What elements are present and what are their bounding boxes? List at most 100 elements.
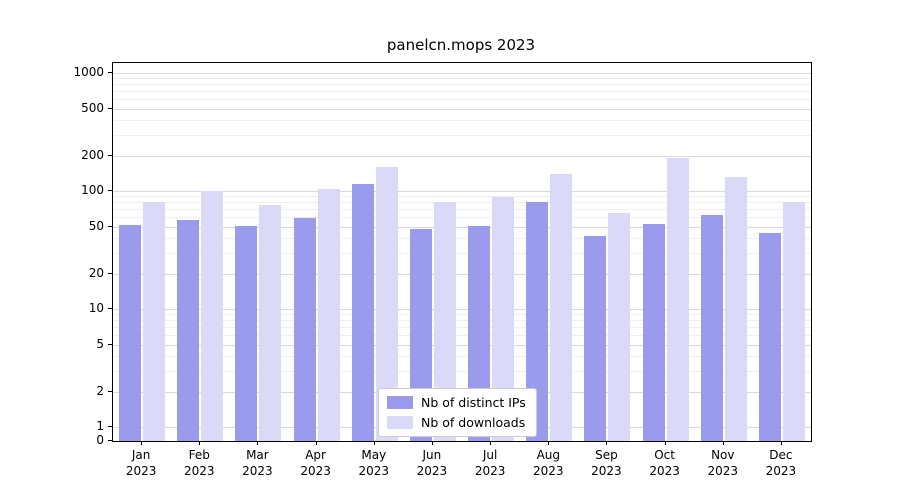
x-tick-label: Oct 2023: [649, 448, 680, 478]
x-tick-mark: [664, 441, 666, 445]
bar-downloads: [433, 202, 456, 441]
gridline-major: [113, 226, 811, 228]
gridline-minor: [113, 335, 811, 337]
y-tick-mark: [108, 107, 112, 109]
gridline-minor: [113, 196, 811, 198]
x-tick-label: May 2023: [358, 448, 390, 478]
y-tick-label: 100: [81, 183, 104, 197]
y-tick-label: 1: [96, 419, 104, 433]
y-tick-label: 1000: [73, 65, 104, 79]
y-tick-label: 500: [81, 100, 104, 115]
bar-distinct-ips: [526, 202, 549, 441]
gridline-major: [113, 73, 811, 74]
x-tick-mark: [722, 441, 724, 445]
gridline-major: [113, 273, 811, 275]
gridline-minor: [113, 320, 811, 322]
x-tick-label: Sep 2023: [591, 448, 622, 478]
gridline-minor: [113, 370, 811, 372]
gridline-minor: [113, 356, 811, 357]
y-tick-label: 200: [81, 147, 104, 162]
gridline-minor: [113, 202, 811, 204]
y-tick-label: 20: [88, 265, 104, 280]
y-tick-label: 2: [96, 383, 104, 398]
bar-downloads: [492, 197, 515, 441]
gridline-major: [113, 309, 811, 310]
x-tick-label: Jul 2023: [474, 448, 506, 478]
x-tick-mark: [315, 441, 317, 445]
y-tick-mark: [108, 308, 112, 309]
legend-item-distinct-ips: Nb of distinct IPs: [387, 395, 526, 410]
gridline-major: [113, 344, 811, 346]
bar-distinct-ips: [293, 218, 316, 441]
x-tick-mark: [606, 441, 608, 445]
bar-distinct-ips: [409, 228, 432, 441]
bar-downloads: [666, 157, 689, 441]
bar-distinct-ips: [758, 233, 781, 441]
bar-downloads: [201, 190, 224, 441]
bar-distinct-ips: [351, 183, 374, 441]
bar-distinct-ips: [235, 225, 258, 441]
gridline-minor: [113, 99, 811, 101]
y-tick-mark: [108, 72, 112, 73]
bar-downloads: [143, 202, 166, 441]
plot-area: Nb of distinct IPs Nb of downloads: [112, 62, 812, 442]
y-tick-label: 5: [96, 336, 104, 351]
x-tick-label: Mar 2023: [242, 448, 273, 478]
legend-swatch-downloads: [387, 416, 413, 429]
chart-title: panelcn.mops 2023: [386, 36, 536, 54]
x-tick-label: Dec 2023: [765, 448, 797, 478]
legend-swatch-distinct-ips: [387, 396, 413, 409]
x-tick-mark: [490, 441, 492, 445]
bar-downloads: [375, 166, 398, 441]
x-tick-mark: [431, 441, 433, 445]
x-tick-label: Apr 2023: [300, 448, 331, 478]
x-tick-mark: [257, 441, 259, 445]
x-tick-mark: [780, 441, 782, 445]
gridline-minor: [113, 209, 811, 211]
bar-downloads: [608, 213, 631, 441]
y-tick-label: 10: [88, 301, 104, 315]
legend-item-downloads: Nb of downloads: [387, 415, 526, 430]
bar-distinct-ips: [119, 224, 142, 441]
x-tick-mark: [373, 441, 375, 445]
gridline-minor: [113, 91, 811, 93]
y-tick-mark: [108, 426, 112, 427]
gridline-minor: [113, 252, 811, 254]
gridline-minor: [113, 134, 811, 136]
bar-downloads: [259, 205, 282, 441]
x-tick-label: Nov 2023: [707, 448, 739, 478]
y-tick-mark: [108, 390, 112, 392]
x-tick-label: Jan 2023: [125, 448, 157, 478]
gridline-minor: [113, 78, 811, 80]
bar-distinct-ips: [584, 235, 607, 441]
y-tick-mark: [108, 190, 112, 191]
bar-distinct-ips: [700, 214, 723, 441]
gridline-minor: [113, 217, 811, 219]
x-tick-mark: [141, 441, 143, 445]
y-tick-label: 50: [88, 218, 104, 233]
gridline-minor: [113, 120, 811, 121]
bar-downloads: [317, 189, 340, 441]
x-tick-label: Feb 2023: [184, 448, 215, 478]
x-tick-label: Aug 2023: [533, 448, 564, 478]
x-tick-mark: [548, 441, 550, 445]
legend-label-distinct-ips: Nb of distinct IPs: [421, 395, 526, 410]
y-tick-label: 0: [96, 433, 104, 447]
bar-distinct-ips: [468, 225, 491, 441]
y-tick-mark: [108, 343, 112, 345]
bars-layer: [113, 63, 811, 441]
y-tick-mark: [108, 272, 112, 274]
bar-downloads: [550, 173, 573, 441]
bar-downloads: [724, 177, 747, 441]
gridline-major: [113, 191, 811, 192]
y-tick-mark: [108, 225, 112, 227]
x-tick-mark: [199, 441, 201, 445]
x-tick-label: Jun 2023: [416, 448, 448, 478]
bar-distinct-ips: [642, 223, 665, 441]
gridline-minor: [113, 327, 811, 329]
gridline-major: [113, 108, 811, 110]
bar-distinct-ips: [177, 219, 200, 441]
legend-label-downloads: Nb of downloads: [421, 415, 526, 430]
y-tick-mark: [108, 440, 112, 441]
